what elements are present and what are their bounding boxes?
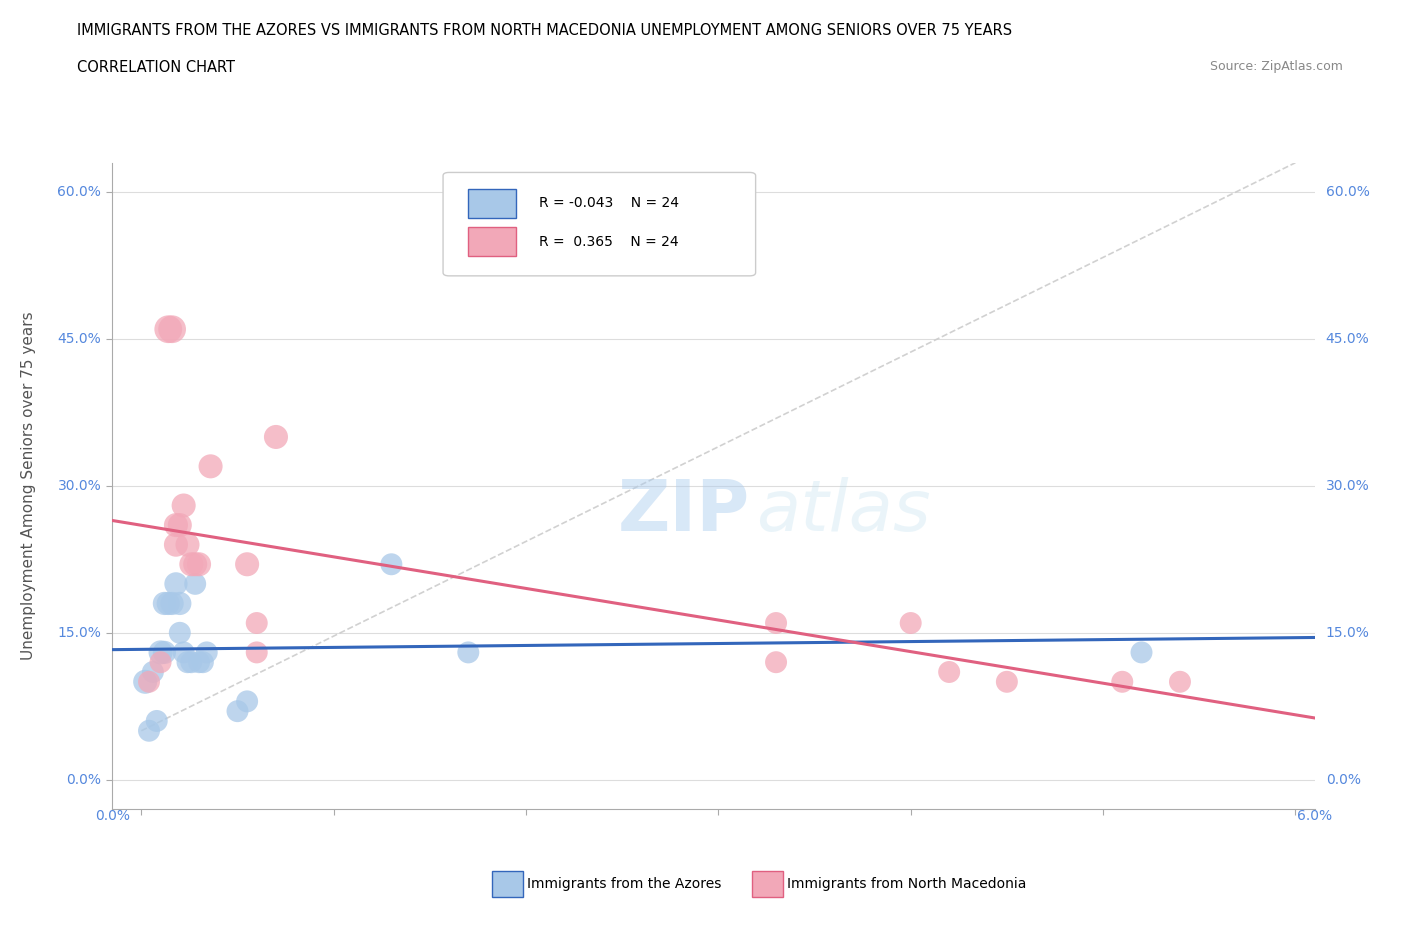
Point: [176, 655, 198, 670]
Point: [236, 557, 259, 572]
Text: R =  0.365    N = 24: R = 0.365 N = 24: [540, 234, 679, 248]
Text: Unemployment Among Seniors over 75 years: Unemployment Among Seniors over 75 years: [21, 312, 35, 660]
Text: Immigrants from the Azores: Immigrants from the Azores: [527, 877, 721, 892]
Text: 45.0%: 45.0%: [58, 332, 101, 346]
Text: 6.0%: 6.0%: [1298, 809, 1331, 823]
Point: [173, 645, 195, 660]
FancyBboxPatch shape: [443, 172, 755, 276]
Point: [142, 665, 165, 680]
Text: 60.0%: 60.0%: [58, 185, 101, 199]
Point: [160, 596, 183, 611]
Point: [138, 674, 160, 689]
Text: 45.0%: 45.0%: [1326, 332, 1369, 346]
Point: [184, 577, 207, 591]
Point: [134, 674, 156, 689]
Point: [138, 724, 160, 738]
Text: 15.0%: 15.0%: [58, 626, 101, 640]
Point: [938, 665, 960, 680]
Text: 0.0%: 0.0%: [66, 773, 101, 787]
Text: 15.0%: 15.0%: [1326, 626, 1369, 640]
Text: Source: ZipAtlas.com: Source: ZipAtlas.com: [1209, 60, 1343, 73]
Point: [165, 518, 187, 533]
Point: [153, 596, 176, 611]
Text: CORRELATION CHART: CORRELATION CHART: [77, 60, 235, 75]
Point: [188, 655, 211, 670]
Point: [169, 596, 191, 611]
Point: [1111, 674, 1133, 689]
Point: [457, 645, 479, 660]
Text: Immigrants from North Macedonia: Immigrants from North Macedonia: [787, 877, 1026, 892]
Point: [157, 322, 180, 337]
Point: [765, 655, 787, 670]
Text: 0.0%: 0.0%: [1326, 773, 1361, 787]
Point: [995, 674, 1018, 689]
Point: [165, 538, 187, 552]
Text: 30.0%: 30.0%: [1326, 479, 1369, 493]
Point: [900, 616, 922, 631]
Point: [188, 557, 211, 572]
Point: [226, 704, 249, 719]
Point: [173, 498, 195, 513]
Point: [165, 577, 187, 591]
Point: [246, 616, 269, 631]
Point: [264, 430, 287, 445]
Text: R = -0.043    N = 24: R = -0.043 N = 24: [540, 196, 679, 210]
Point: [1130, 645, 1153, 660]
Point: [180, 655, 202, 670]
Point: [191, 655, 214, 670]
Point: [169, 518, 191, 533]
Text: atlas: atlas: [755, 477, 931, 546]
Text: 0.0%: 0.0%: [96, 809, 129, 823]
Point: [149, 655, 172, 670]
FancyBboxPatch shape: [468, 189, 516, 218]
Point: [236, 694, 259, 709]
Point: [1168, 674, 1191, 689]
Point: [184, 557, 207, 572]
Point: [180, 557, 202, 572]
Point: [149, 645, 172, 660]
Point: [153, 645, 176, 660]
Point: [380, 557, 402, 572]
Point: [246, 645, 269, 660]
Text: 60.0%: 60.0%: [1326, 185, 1369, 199]
Text: IMMIGRANTS FROM THE AZORES VS IMMIGRANTS FROM NORTH MACEDONIA UNEMPLOYMENT AMONG: IMMIGRANTS FROM THE AZORES VS IMMIGRANTS…: [77, 23, 1012, 38]
Point: [145, 713, 167, 728]
FancyBboxPatch shape: [468, 228, 516, 257]
Point: [157, 596, 180, 611]
Point: [176, 538, 198, 552]
Point: [169, 625, 191, 640]
Point: [200, 458, 222, 473]
Text: 30.0%: 30.0%: [58, 479, 101, 493]
Point: [195, 645, 218, 660]
Text: ZIP: ZIP: [617, 477, 749, 546]
Point: [765, 616, 787, 631]
Point: [160, 322, 183, 337]
